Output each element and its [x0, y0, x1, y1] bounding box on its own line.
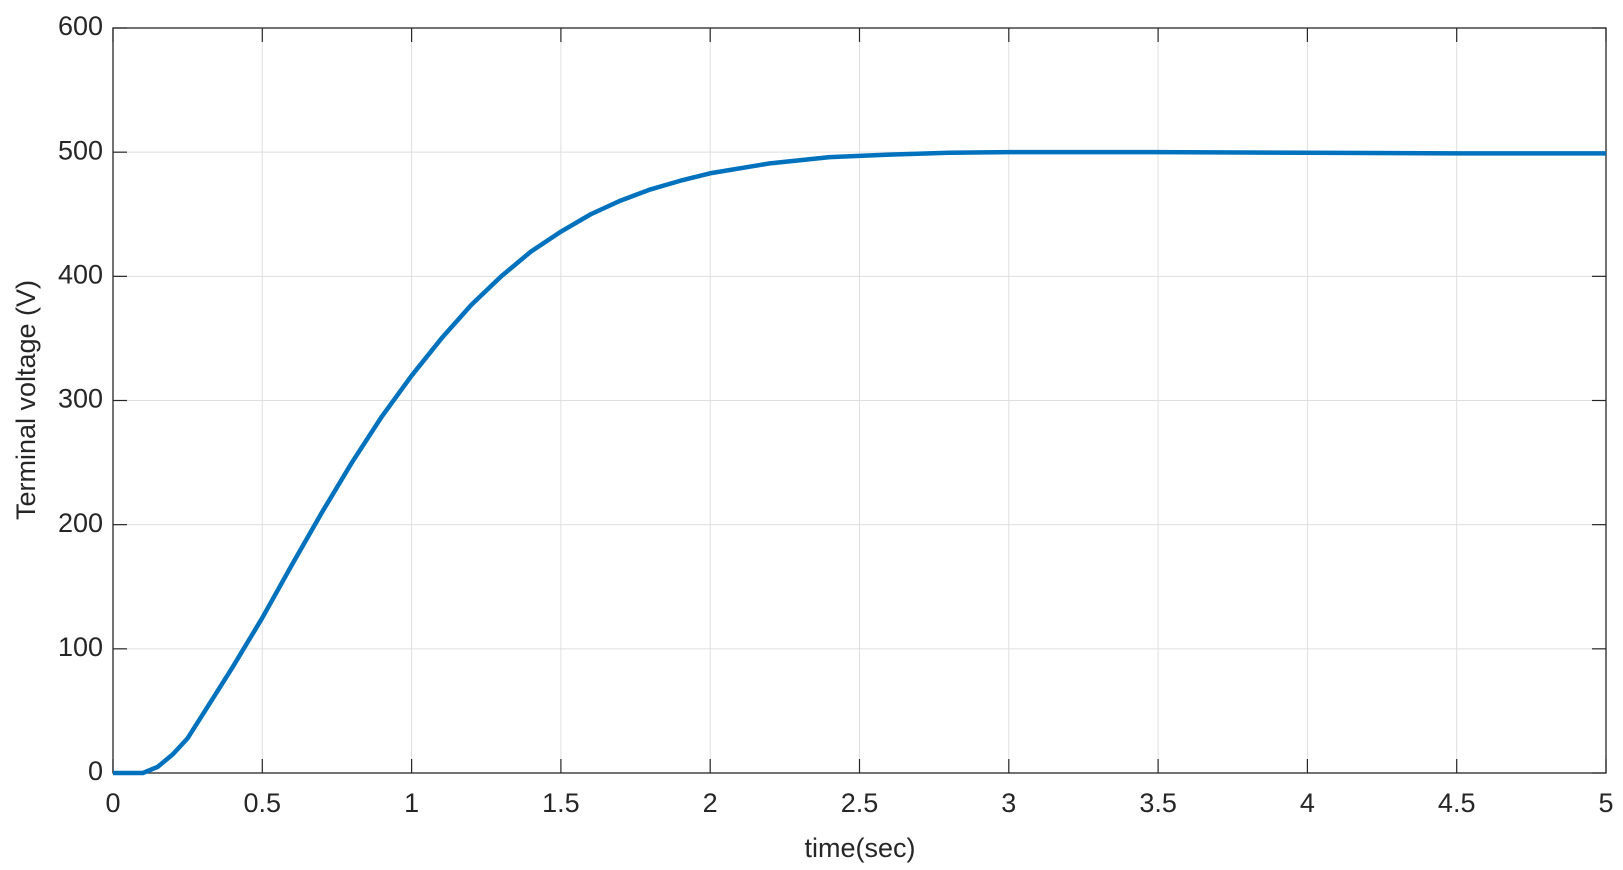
axes-box	[112, 27, 1607, 774]
x-tick-label: 2	[703, 788, 718, 818]
y-tick-label: 200	[58, 508, 103, 538]
y-tick-label: 400	[58, 259, 103, 289]
x-tick-label: 4.5	[1438, 788, 1476, 818]
y-tick-label: 500	[58, 135, 103, 165]
x-tick-label: 4	[1300, 788, 1315, 818]
x-axis-label: time(sec)	[804, 833, 915, 863]
y-axis-label: Terminal voltage (V)	[11, 280, 41, 520]
x-tick-label: 3	[1001, 788, 1016, 818]
y-tick-label: 100	[58, 632, 103, 662]
x-tick-label: 0	[105, 788, 120, 818]
x-tick-label: 1.5	[542, 788, 580, 818]
y-tick-label: 0	[88, 756, 103, 786]
x-tick-label: 5	[1598, 788, 1613, 818]
x-tick-label: 2.5	[841, 788, 879, 818]
y-tick-label: 600	[58, 11, 103, 41]
x-tick-label: 0.5	[244, 788, 282, 818]
y-tick-label: 300	[58, 384, 103, 414]
x-tick-label: 3.5	[1139, 788, 1177, 818]
data-line	[113, 149, 1606, 776]
x-tick-label: 1	[404, 788, 419, 818]
